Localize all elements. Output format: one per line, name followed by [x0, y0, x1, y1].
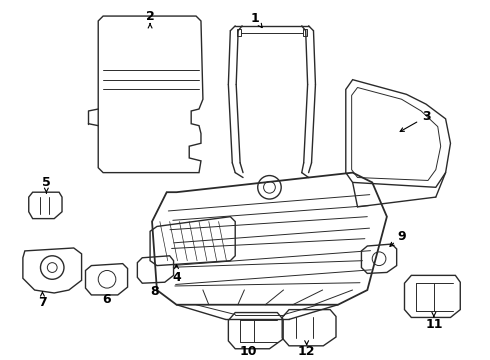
Text: 3: 3: [422, 111, 430, 123]
Text: 12: 12: [298, 345, 316, 358]
Text: 2: 2: [146, 10, 154, 23]
Text: 5: 5: [42, 176, 51, 189]
Text: 10: 10: [239, 345, 257, 358]
Text: 8: 8: [150, 284, 159, 297]
Text: 4: 4: [172, 271, 181, 284]
Text: 6: 6: [103, 293, 111, 306]
Text: 11: 11: [425, 318, 442, 331]
Text: 1: 1: [250, 12, 259, 24]
Text: 7: 7: [38, 296, 47, 309]
Text: 9: 9: [397, 230, 406, 243]
